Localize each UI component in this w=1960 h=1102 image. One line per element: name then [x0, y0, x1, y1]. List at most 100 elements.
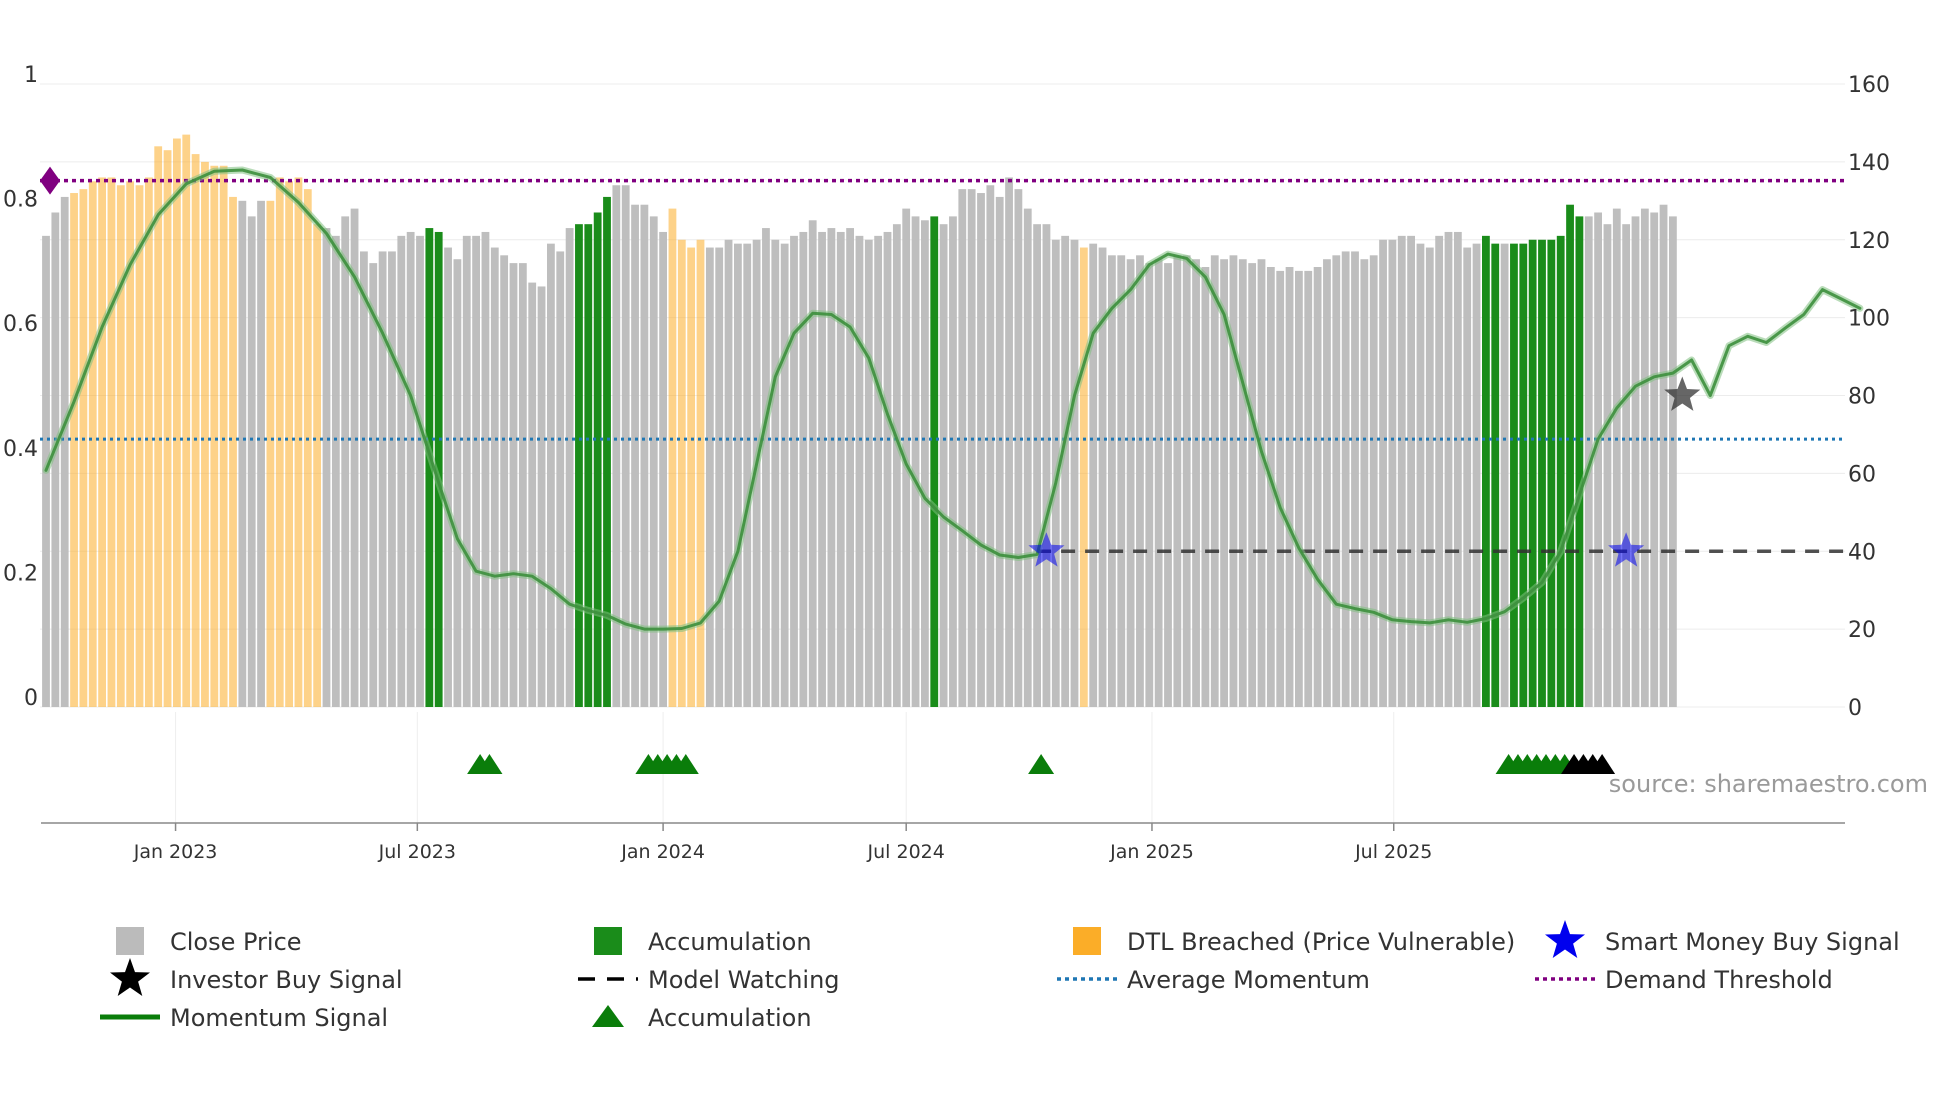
close-price-bar	[1313, 267, 1322, 707]
close-price-bar	[462, 235, 471, 707]
close-price-bar	[818, 231, 826, 707]
close-price-bar	[238, 200, 247, 707]
smart-money-buy-signal-star	[1028, 532, 1065, 567]
close-price-bar	[547, 243, 555, 708]
dtl-breached-bar	[687, 247, 696, 707]
legend-swatch	[116, 927, 144, 955]
dtl-breached-bar	[266, 200, 275, 707]
close-price-bar	[892, 224, 901, 708]
close-price-bar	[1425, 247, 1434, 707]
legend-item-dtl: DTL Breached (Price Vulnerable)	[1073, 927, 1515, 956]
dtl-breached-bar	[677, 239, 686, 707]
left-axis-tick-label: 0.6	[3, 312, 38, 337]
close-price-bar	[958, 189, 967, 708]
close-price-bar	[528, 282, 537, 707]
close-price-bar	[1220, 259, 1228, 707]
legend-triangle-icon	[592, 1005, 624, 1027]
dtl-breached-bar	[294, 177, 303, 707]
close-price-bar	[388, 251, 396, 707]
close-price-bar	[1164, 263, 1172, 707]
legend-label: Smart Money Buy Signal	[1605, 928, 1900, 956]
close-price-bar	[1257, 259, 1266, 707]
close-price-bar	[51, 212, 60, 707]
close-price-bar	[836, 231, 845, 707]
right-axis-tick-label: 20	[1848, 618, 1876, 643]
left-axis-tick-label: 0	[24, 686, 38, 711]
accumulation-markers	[467, 754, 1616, 774]
close-price-bar	[1341, 251, 1350, 707]
close-price-bar	[1379, 239, 1387, 707]
close-price-bar	[1603, 224, 1612, 708]
close-price-bar	[416, 235, 424, 707]
dtl-breached-bar	[135, 185, 144, 708]
close-price-bar	[1659, 204, 1668, 708]
legend-label: Momentum Signal	[170, 1004, 388, 1032]
close-price-bar	[1070, 239, 1079, 707]
close-price-bar	[921, 220, 929, 707]
dtl-breached-bar	[173, 138, 181, 707]
dtl-breached-bar	[98, 177, 106, 707]
legend-label: Close Price	[170, 928, 302, 956]
close-price-bar	[1463, 247, 1472, 707]
legend-label: DTL Breached (Price Vulnerable)	[1127, 928, 1515, 956]
close-price-bar	[1285, 267, 1294, 707]
dtl-breached-bar	[88, 181, 97, 707]
close-price-bar	[444, 247, 452, 707]
close-price-bar	[257, 200, 265, 707]
close-price-bar	[855, 235, 864, 707]
close-price-bar	[874, 235, 883, 707]
close-price-bar	[827, 228, 836, 707]
dtl-breached-bar	[182, 134, 191, 707]
close-price-bar	[341, 216, 350, 707]
accumulation-triangle-dark	[1589, 754, 1616, 774]
close-price-bar	[1248, 263, 1257, 707]
right-axis-tick-label: 60	[1848, 462, 1876, 487]
legend-label: Demand Threshold	[1605, 966, 1833, 994]
left-axis-tick-label: 0.4	[3, 437, 38, 462]
dtl-breached-bar	[191, 154, 200, 707]
accumulation-bar	[1519, 243, 1528, 708]
dtl-breached-bar	[313, 224, 322, 708]
close-price-bar	[977, 193, 985, 707]
close-price-bar	[1108, 255, 1116, 707]
close-price-bar	[1042, 224, 1051, 708]
close-price-bar	[331, 235, 340, 707]
dtl-breached-bar	[79, 189, 88, 708]
legend: Close Price Accumulation DTL Breached (Pri…	[100, 920, 1900, 1032]
close-price-bar	[1640, 208, 1649, 707]
close-price-bar	[1397, 235, 1406, 707]
dtl-breached-bar	[219, 165, 228, 708]
close-price-bar	[986, 185, 995, 708]
legend-star-icon	[110, 958, 150, 996]
legend-item-demand-threshold: Demand Threshold	[1535, 966, 1833, 994]
close-price-bar	[883, 231, 892, 707]
close-price-bar	[911, 216, 920, 707]
dtl-breached-bar	[668, 208, 677, 707]
close-price-bar	[631, 204, 639, 708]
close-price-bar	[537, 286, 546, 707]
close-price-bar	[1154, 259, 1163, 707]
x-axis-tick-label: Jan 2024	[620, 841, 705, 863]
close-price-bar	[247, 216, 256, 707]
close-price-bar	[995, 196, 1004, 707]
close-price-bar	[1276, 270, 1285, 707]
legend-item-smart-money: Smart Money Buy Signal	[1545, 920, 1900, 958]
legend-item-investor: Investor Buy Signal	[110, 958, 403, 996]
close-price-bar	[1622, 224, 1631, 708]
legend-star-icon	[1545, 920, 1585, 958]
close-price-bar	[1201, 267, 1210, 707]
close-price-bar	[1061, 235, 1070, 707]
reference-lines	[40, 166, 1845, 553]
accumulation-bar	[930, 216, 939, 707]
right-axis-tick-label: 120	[1848, 229, 1890, 254]
legend-swatch	[1073, 927, 1101, 955]
close-price-bar	[1033, 224, 1041, 708]
close-price-bar	[1500, 243, 1509, 708]
accumulation-triangle	[476, 754, 503, 774]
dtl-breached-bar	[1079, 247, 1088, 707]
close-price-bar	[1594, 212, 1602, 707]
close-price-bar	[1369, 255, 1378, 707]
close-price-bar	[1126, 259, 1135, 707]
close-price-bar	[762, 228, 770, 707]
accumulation-bar	[603, 196, 611, 707]
